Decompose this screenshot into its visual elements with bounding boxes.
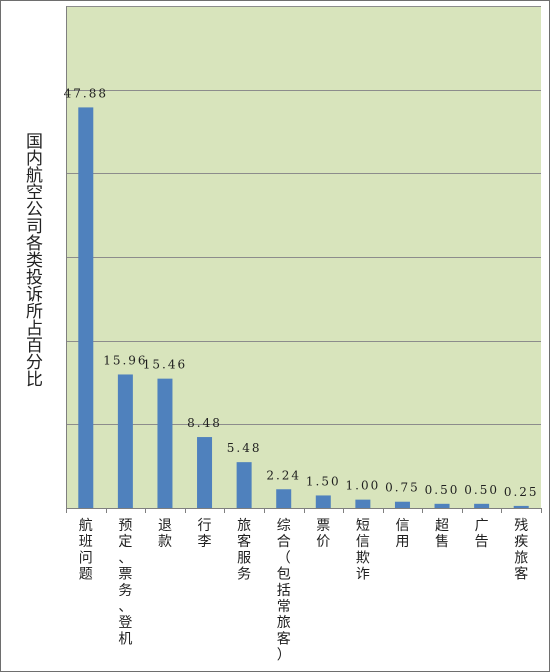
bar — [434, 503, 450, 508]
bar — [355, 499, 371, 508]
bar — [513, 505, 529, 508]
data-label: 8.48 — [187, 416, 222, 430]
bar — [236, 462, 252, 508]
category-label: 旅客服务 — [237, 518, 251, 583]
bar — [117, 374, 133, 508]
category-label: 短信欺诈 — [356, 518, 370, 583]
category-label: 行李 — [198, 518, 212, 550]
bar — [197, 437, 213, 508]
data-label: 0.25 — [504, 485, 539, 499]
data-label: 47.88 — [64, 86, 108, 100]
category-label: 预定、票务、登机 — [118, 518, 132, 647]
data-label: 2.24 — [266, 468, 301, 482]
data-label: 0.75 — [385, 481, 420, 495]
category-label: 残疾旅客 — [514, 518, 528, 583]
category-label: 信用 — [395, 518, 409, 550]
data-label: 1.00 — [346, 479, 381, 493]
bar — [394, 501, 410, 508]
category-label: 综合（包括常旅客） — [277, 518, 291, 664]
data-label: 0.50 — [425, 483, 460, 497]
category-label: 票价 — [316, 518, 330, 550]
bar — [157, 378, 173, 508]
data-label: 5.48 — [227, 441, 262, 455]
bar — [315, 495, 331, 508]
category-label: 航班问题 — [79, 518, 93, 583]
category-label: 退款 — [158, 518, 172, 550]
data-label: 0.50 — [464, 483, 499, 497]
bar — [474, 503, 490, 508]
bar — [276, 489, 292, 508]
data-label: 15.46 — [143, 358, 187, 372]
y-axis-label: 国内航空公司各类投诉所占百分比 — [22, 132, 42, 387]
category-label: 超售 — [435, 518, 449, 550]
category-label: 广告 — [475, 518, 489, 550]
data-label: 1.50 — [306, 474, 341, 488]
bar — [78, 107, 94, 509]
data-label: 15.96 — [103, 353, 147, 367]
